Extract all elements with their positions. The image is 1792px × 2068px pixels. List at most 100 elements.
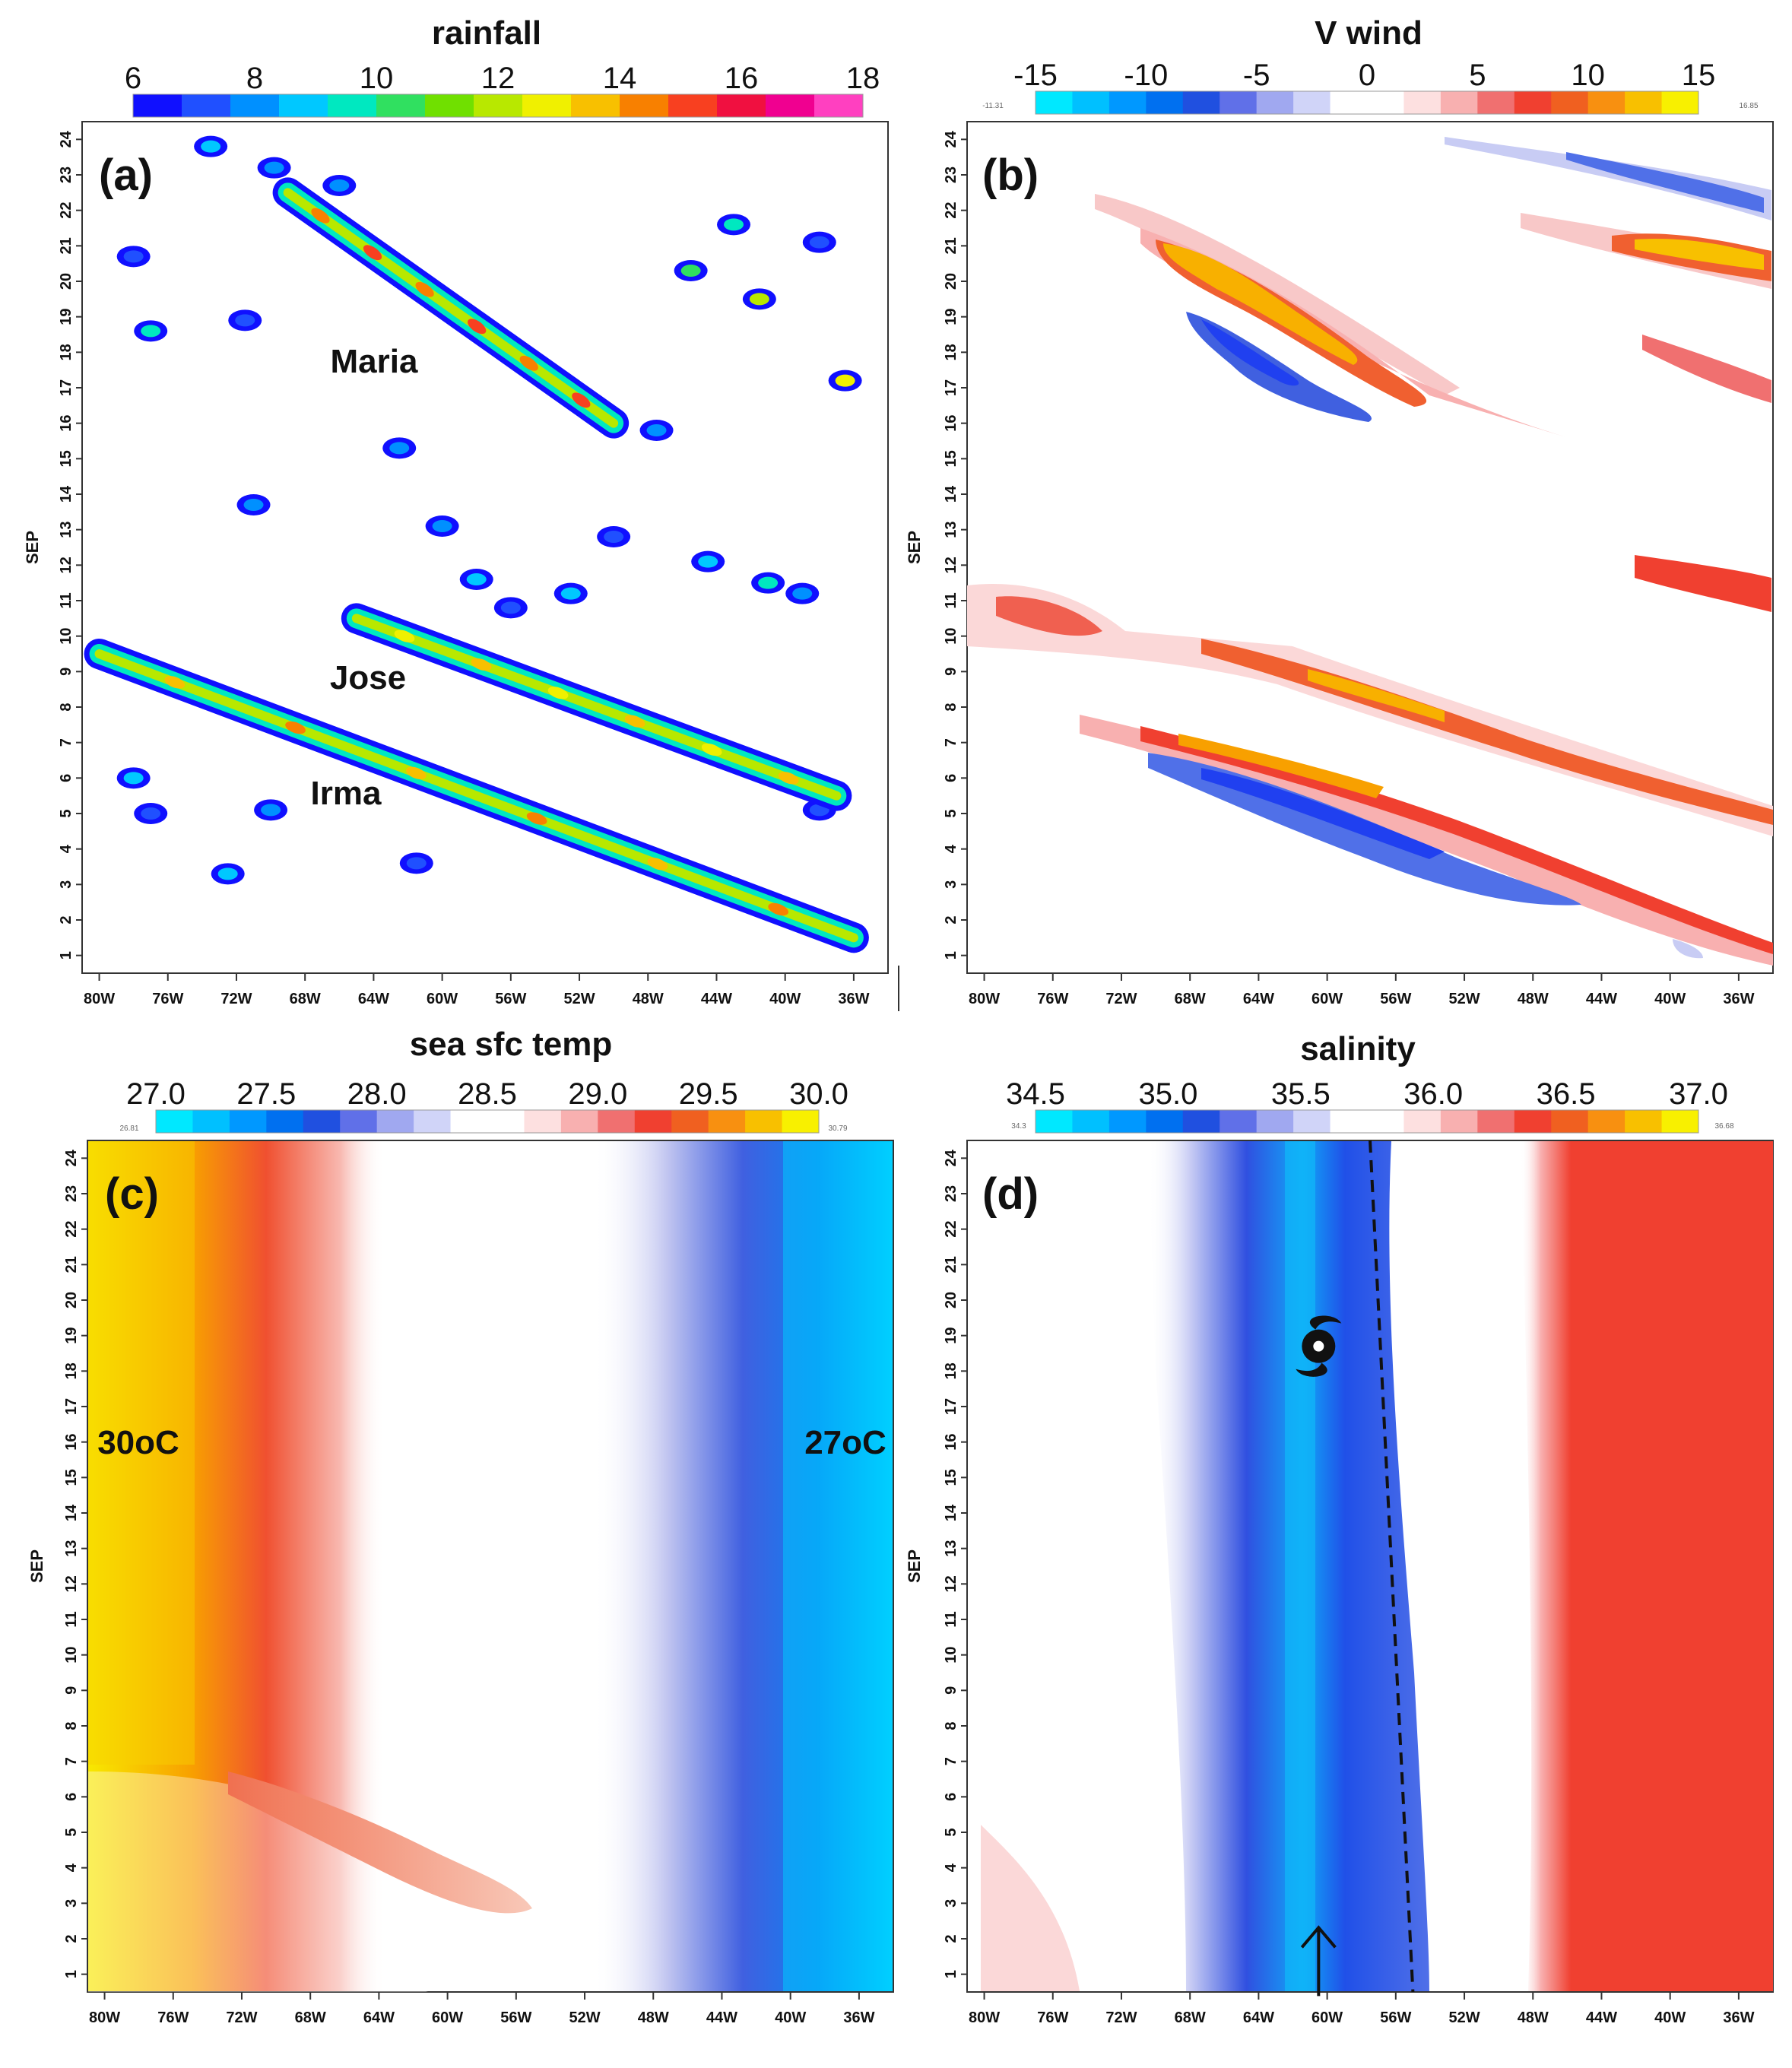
y-tick-label: 11 [58, 592, 75, 608]
y-tick-label: 14 [943, 485, 959, 503]
x-tick-label: 40W [769, 991, 801, 1007]
annotation-30c: 30oC [97, 1424, 179, 1461]
colorbar-swatch [328, 94, 377, 117]
hurricane-icon-arm-top [1309, 1315, 1342, 1330]
sst-warm-region [88, 1141, 385, 1991]
panel-b-colorbar: -15 -10 -5 0 5 10 15 -11.31 16.85 [982, 59, 1759, 115]
colorbar-swatch [668, 94, 718, 117]
x-tick-label: 60W [1311, 2009, 1343, 2026]
y-tick-label: 8 [58, 703, 75, 711]
storm-track-maria-peak [519, 355, 538, 371]
colorbar-tick-label: 27.0 [126, 1077, 186, 1111]
colorbar-tick-label: 6 [125, 62, 141, 95]
y-tick-label: 14 [943, 1504, 959, 1521]
y-tick-label: 19 [58, 309, 75, 325]
colorbar-tick-label: 16 [725, 62, 759, 95]
y-tick-label: 2 [943, 915, 959, 924]
x-tick-label: 68W [1175, 2009, 1206, 2026]
colorbar-tick-label: 35.5 [1271, 1077, 1331, 1111]
colorbar-swatch [1440, 91, 1478, 114]
panel-c-colorbar: 27.0 27.5 28.0 28.5 29.0 29.5 30.0 26.81 30.79 [119, 1077, 848, 1134]
panel-d-letter: (d) [982, 1169, 1039, 1219]
y-tick-label: 9 [63, 1686, 80, 1695]
y-tick-label: 24 [943, 130, 959, 147]
x-tick-label: 56W [1380, 2009, 1411, 2026]
colorbar-swatch [1587, 91, 1625, 114]
colorbar-swatch [524, 1110, 562, 1133]
y-tick-label: 23 [58, 167, 75, 183]
panel-c-colorbar-ticks: 27.0 27.5 28.0 28.5 29.0 29.5 30.0 [126, 1077, 848, 1111]
colorbar-swatch [782, 1110, 820, 1133]
colorbar-tick-label: 5 [1469, 59, 1486, 92]
colorbar-swatch [1220, 91, 1258, 114]
panel-a-colorbar-ticks: 6 8 10 12 14 16 18 [125, 62, 880, 95]
colorbar-swatch [1477, 91, 1515, 114]
y-tick-label: 7 [943, 1757, 959, 1765]
rain-cell-core [432, 520, 452, 532]
panel-d-colorbar-max: 36.68 [1714, 1122, 1733, 1131]
sst-cooling-track [88, 1771, 528, 1992]
colorbar-tick-label: 30.0 [789, 1077, 848, 1111]
x-tick-label: 40W [1654, 2009, 1686, 2026]
colorbar-swatch [303, 1110, 341, 1133]
panel-b: V wind -15 -10 -5 0 5 10 15 -11.31 16.85 [905, 14, 1774, 1007]
rain-cell-core [466, 573, 487, 585]
y-tick-label: 12 [63, 1575, 80, 1592]
panel-b-title: V wind [1315, 14, 1422, 52]
y-tick-label: 3 [63, 1899, 80, 1908]
colorbar-swatch [229, 1110, 267, 1133]
colorbar-tick-label: 37.0 [1669, 1077, 1728, 1111]
colorbar-swatch [671, 1110, 709, 1133]
storm-track-irma-peak [406, 766, 427, 779]
colorbar-swatch [230, 94, 280, 117]
colorbar-tick-label: -5 [1243, 59, 1270, 92]
panel-d-markers [1296, 1315, 1342, 1997]
colorbar-swatch [1587, 1110, 1625, 1133]
colorbar-swatch [1625, 1110, 1663, 1133]
y-tick-label: 22 [943, 202, 959, 219]
colorbar-tick-label: 35.0 [1138, 1077, 1197, 1111]
rain-cell-core [646, 424, 667, 436]
y-tick-label: 23 [943, 167, 959, 183]
colorbar-tick-label: 28.5 [458, 1077, 517, 1111]
y-tick-label: 9 [58, 668, 75, 676]
x-tick-label: 68W [1175, 991, 1206, 1007]
colorbar-swatch [192, 1110, 230, 1133]
x-tick-label: 72W [220, 991, 252, 1007]
colorbar-swatch [745, 1110, 783, 1133]
x-tick-label: 76W [1037, 2009, 1068, 2026]
colorbar-swatch [1330, 91, 1368, 114]
wind-band-ne-positive-peak [1635, 239, 1764, 270]
colorbar-tick-label: 14 [603, 62, 637, 95]
panel-d-colorbar: 34.5 35.0 35.5 36.0 36.5 37.0 34.3 36.68 [1006, 1077, 1734, 1134]
x-tick-label: 44W [1586, 2009, 1617, 2026]
panel-a-title: rainfall [432, 14, 541, 52]
x-tick-label: 48W [1518, 991, 1549, 1007]
rain-cell-core [261, 804, 281, 817]
colorbar-swatch [1036, 1110, 1073, 1133]
colorbar-swatch [560, 1110, 598, 1133]
colorbar-swatch [1367, 1110, 1404, 1133]
colorbar-swatch [1182, 1110, 1220, 1133]
storm-track-maria-peak [415, 281, 434, 297]
panel-d-colorbar-min: 34.3 [1011, 1122, 1026, 1131]
x-tick-label: 52W [563, 991, 595, 1007]
y-tick-label: 15 [63, 1469, 80, 1486]
panel-d-salinity-field [981, 1141, 1773, 1991]
wind-band-irma-peak [1178, 734, 1384, 798]
x-tick-label: 76W [157, 2009, 189, 2026]
colorbar-swatch [1551, 91, 1589, 114]
wind-band-irma-negative-core [1201, 768, 1445, 859]
colorbar-tick-label: 36.5 [1537, 1077, 1596, 1111]
storm-track-jose-peak [701, 743, 722, 756]
salinity-west-patch [981, 1825, 1080, 1991]
salinity-salty-band [1521, 1141, 1773, 1991]
y-tick-label: 9 [943, 668, 959, 676]
rain-cell-core [123, 772, 144, 785]
rain-cell-core [201, 140, 221, 153]
wind-band-irma-core [1140, 726, 1773, 954]
panel-d-front [1369, 1140, 1415, 1993]
colorbar-swatch [1293, 1110, 1331, 1133]
y-tick-label: 13 [63, 1540, 80, 1557]
colorbar-swatch [1072, 91, 1110, 114]
